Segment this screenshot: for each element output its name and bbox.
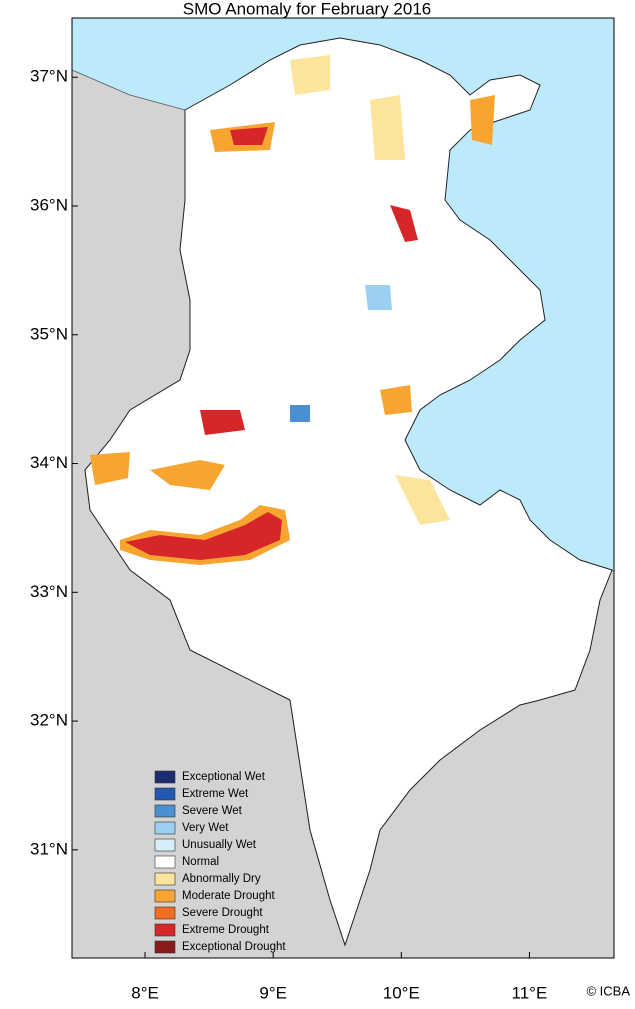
y-tick-label: 36°N [30,195,68,214]
y-tick-label: 32°N [30,711,68,730]
y-tick-label: 33°N [30,582,68,601]
legend-label: Extreme Drought [182,924,270,936]
y-tick-label: 34°N [30,453,68,472]
legend-swatch [154,889,176,903]
x-tick-label: 10°E [383,983,420,1002]
legend-label: Exceptional Wet [182,771,266,783]
legend-swatch [154,821,176,835]
x-tick-label: 8°E [131,983,159,1002]
legend-label: Exceptional Drought [182,941,286,953]
legend-swatch [154,940,176,954]
legend-swatch [154,923,176,937]
legend-label: Extreme Wet [182,788,249,800]
legend-swatch [154,855,176,869]
legend-label: Abnormally Dry [182,873,261,885]
legend-swatch [154,770,176,784]
legend-swatch [154,838,176,852]
map-title: SMO Anomaly for February 2016 [183,0,432,18]
x-tick-label: 9°E [259,983,287,1002]
legend-label: Unusually Wet [182,839,257,851]
legend-swatch [154,872,176,886]
legend-swatch [154,906,176,920]
credit: © ICBA [586,983,630,998]
legend-label: Severe Wet [182,805,243,817]
y-tick-label: 31°N [30,839,68,858]
anomaly-areas [90,55,495,565]
frame [71,17,615,959]
legend-label: Normal [182,856,219,868]
x-tick-label: 11°E [512,983,548,1002]
legend-swatch [154,804,176,818]
y-tick-label: 37°N [30,67,68,86]
y-tick-label: 35°N [30,324,68,343]
legend-label: Very Wet [182,822,229,834]
tunisia [84,37,613,947]
legend-label: Severe Drought [182,907,263,919]
legend-label: Moderate Drought [182,890,275,902]
legend-swatch [154,787,176,801]
